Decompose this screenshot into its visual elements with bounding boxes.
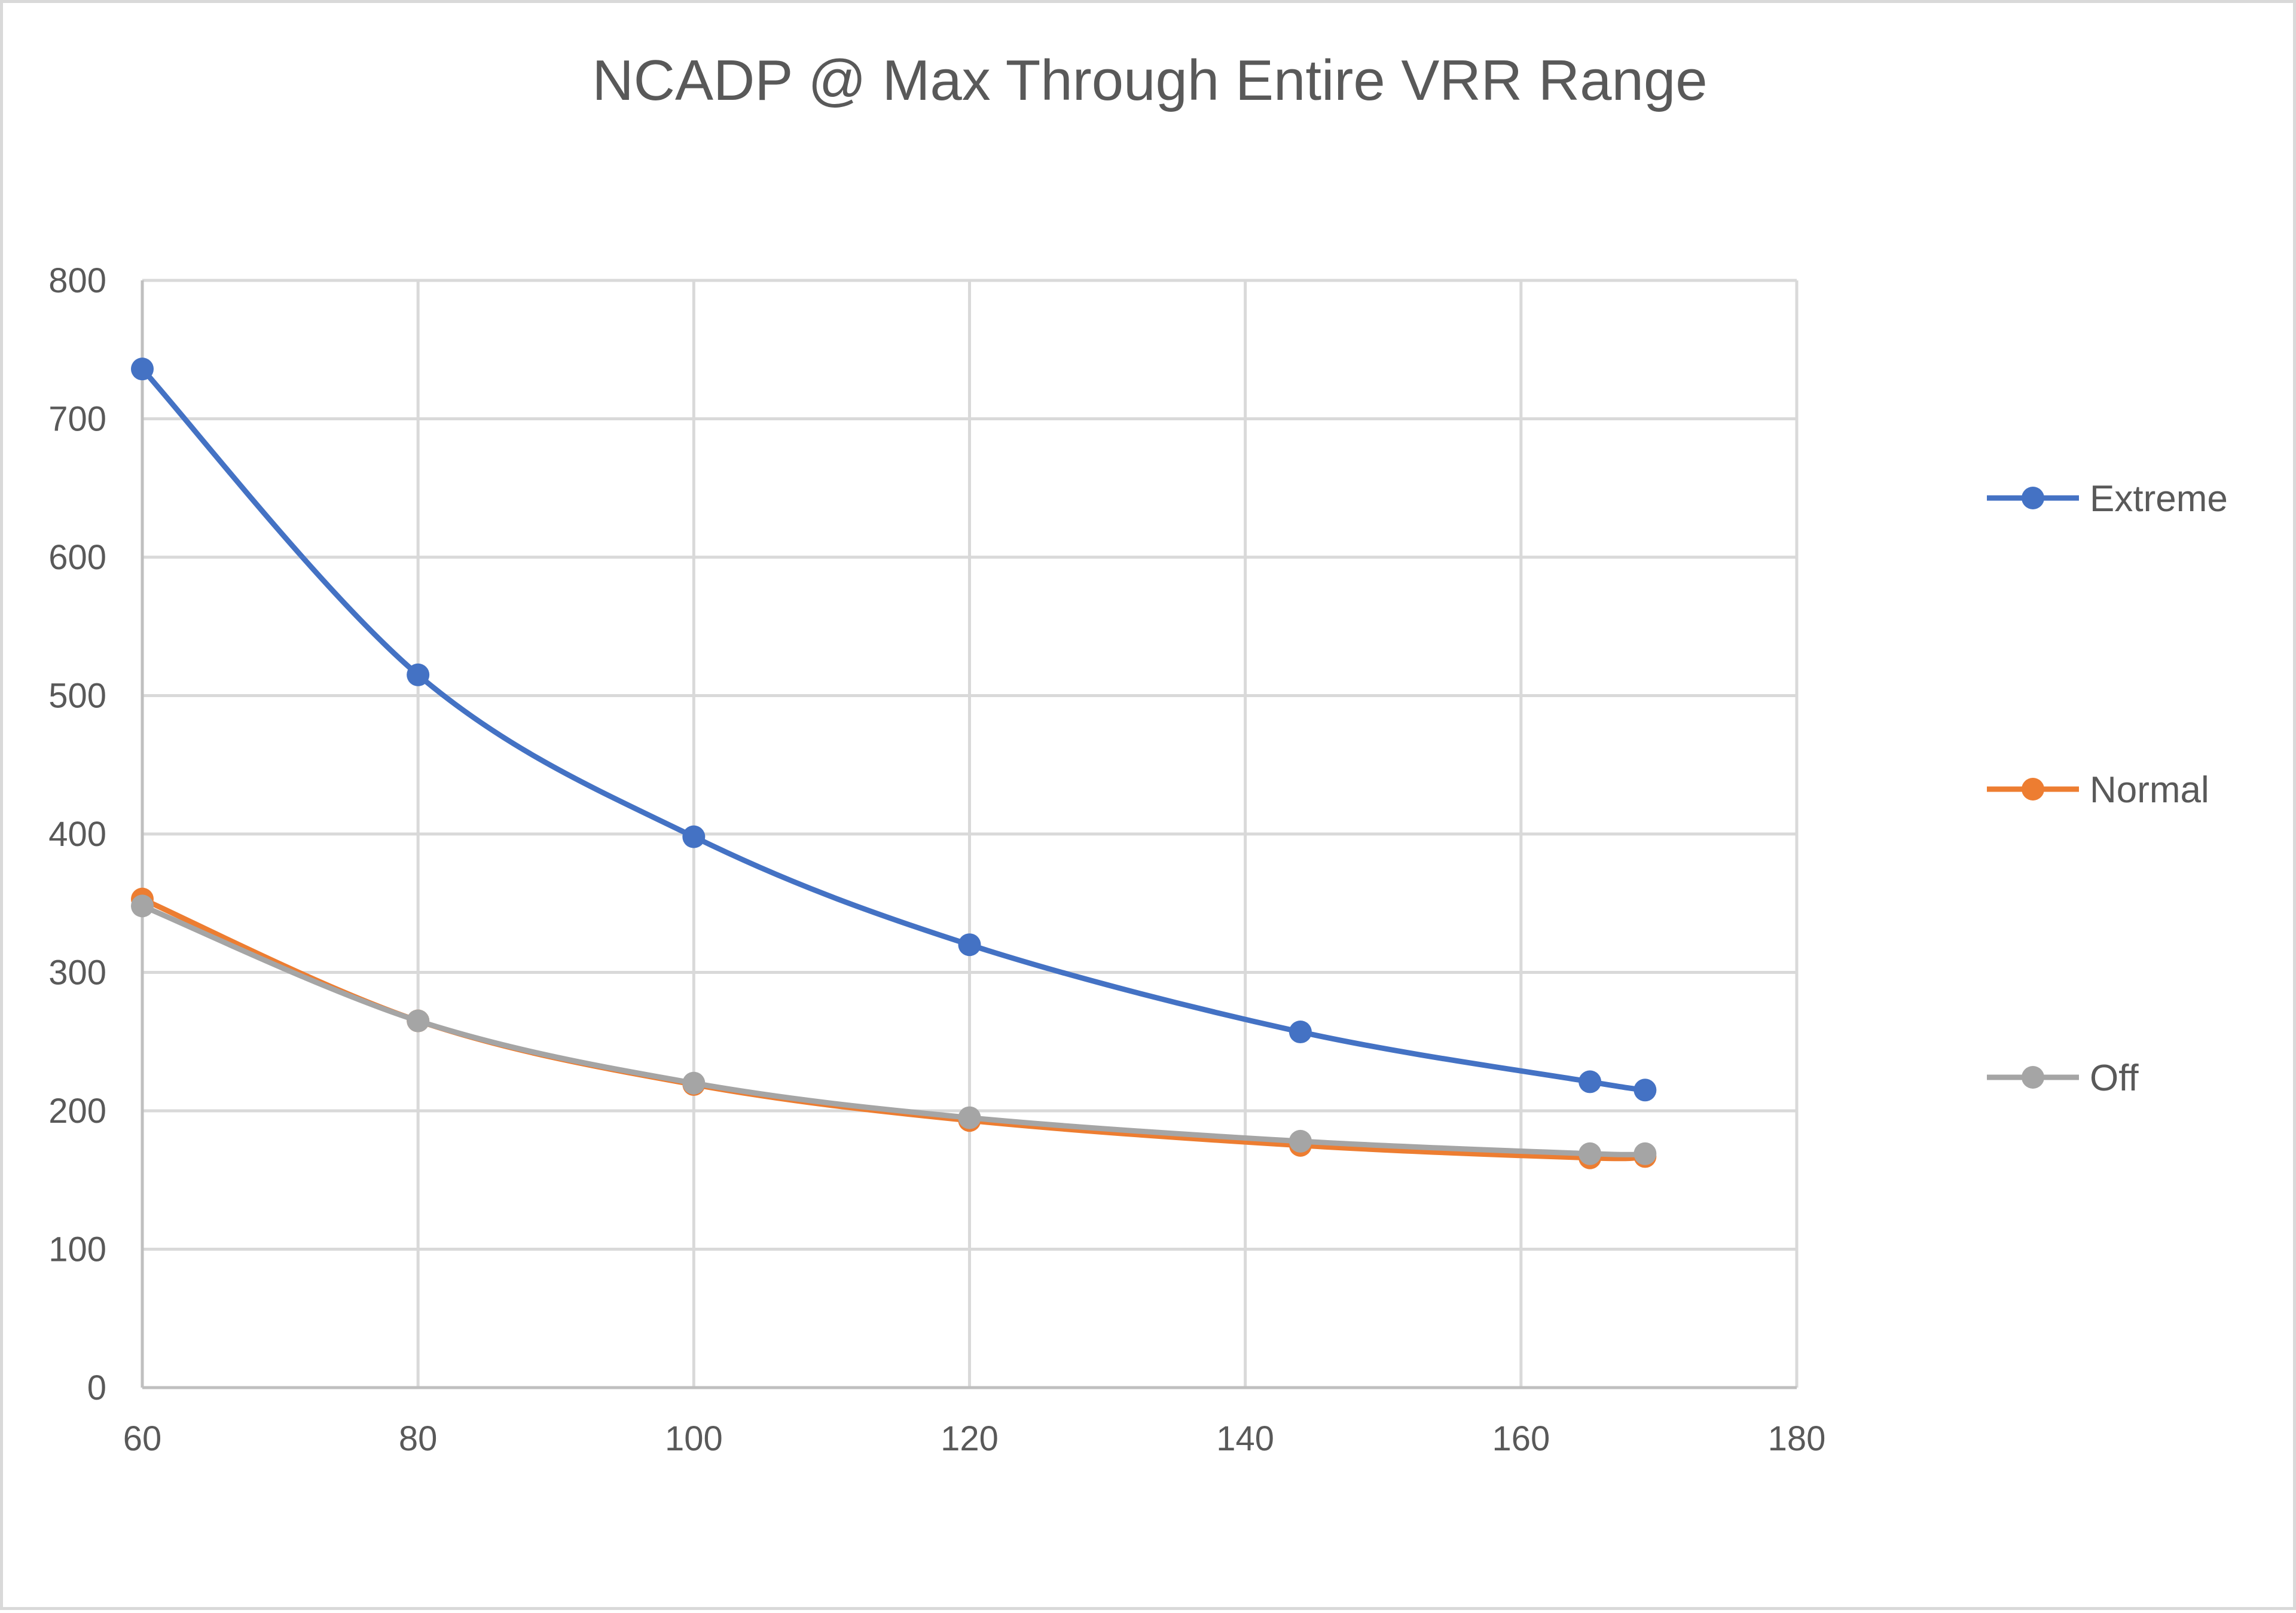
data-point-extreme[interactable] <box>1289 1021 1312 1044</box>
data-point-extreme[interactable] <box>958 933 981 957</box>
chart-svg: NCADP @ Max Through Entire VRR Range 0 10… <box>48 48 2228 1458</box>
y-tick-label: 0 <box>87 1368 106 1407</box>
data-point-off[interactable] <box>682 1071 706 1095</box>
series-off <box>131 894 1657 1165</box>
x-tick-label: 100 <box>665 1419 723 1458</box>
legend-item-normal[interactable]: Normal <box>1987 769 2209 811</box>
y-tick-label: 300 <box>48 954 106 992</box>
data-point-off[interactable] <box>131 894 154 918</box>
legend-item-extreme[interactable]: Extreme <box>1987 478 2228 520</box>
data-point-extreme[interactable] <box>407 663 430 686</box>
y-tick-label: 600 <box>48 538 106 577</box>
grid-layer <box>142 279 1799 1388</box>
data-point-off[interactable] <box>1578 1142 1602 1165</box>
x-tick-label: 160 <box>1492 1419 1550 1458</box>
series-layer <box>131 358 1657 1169</box>
legend-label-off: Off <box>2090 1058 2139 1099</box>
series-extreme <box>131 358 1657 1102</box>
legend-label-extreme: Extreme <box>2090 478 2228 520</box>
y-tick-label: 400 <box>48 815 106 854</box>
data-point-off[interactable] <box>1289 1129 1312 1153</box>
legend-item-off[interactable]: Off <box>1987 1058 2139 1099</box>
y-tick-label: 800 <box>48 261 106 300</box>
series-line-normal <box>139 896 1648 1162</box>
x-tick-label: 60 <box>123 1419 162 1458</box>
y-tick-label: 100 <box>48 1230 106 1269</box>
legend-marker-off <box>2022 1066 2044 1089</box>
legend-marker-extreme <box>2022 487 2044 509</box>
data-point-off[interactable] <box>1634 1142 1657 1165</box>
x-tick-label: 180 <box>1768 1419 1826 1458</box>
series-line-off <box>139 903 1648 1157</box>
data-point-off[interactable] <box>958 1106 981 1129</box>
series-normal <box>131 887 1657 1169</box>
y-tick-label: 700 <box>48 400 106 439</box>
data-point-off[interactable] <box>407 1009 430 1032</box>
x-tick-label: 140 <box>1216 1419 1274 1458</box>
axis-layer: 0 100 200 300 400 500 600 700 800 60 80 100 120 140 16… <box>48 261 1825 1458</box>
y-tick-label: 500 <box>48 677 106 716</box>
legend[interactable]: Extreme Normal Off <box>1987 478 2228 1099</box>
legend-marker-normal <box>2022 778 2044 801</box>
data-point-extreme[interactable] <box>1578 1070 1602 1093</box>
chart-title: NCADP @ Max Through Entire VRR Range <box>592 48 1707 112</box>
x-tick-label: 80 <box>399 1419 438 1458</box>
data-point-extreme[interactable] <box>131 358 154 381</box>
data-point-extreme[interactable] <box>1634 1079 1657 1102</box>
y-tick-label: 200 <box>48 1092 106 1131</box>
x-tick-label: 120 <box>941 1419 999 1458</box>
data-point-extreme[interactable] <box>682 825 706 848</box>
series-line-extreme <box>139 366 1648 1093</box>
legend-label-normal: Normal <box>2090 769 2209 811</box>
